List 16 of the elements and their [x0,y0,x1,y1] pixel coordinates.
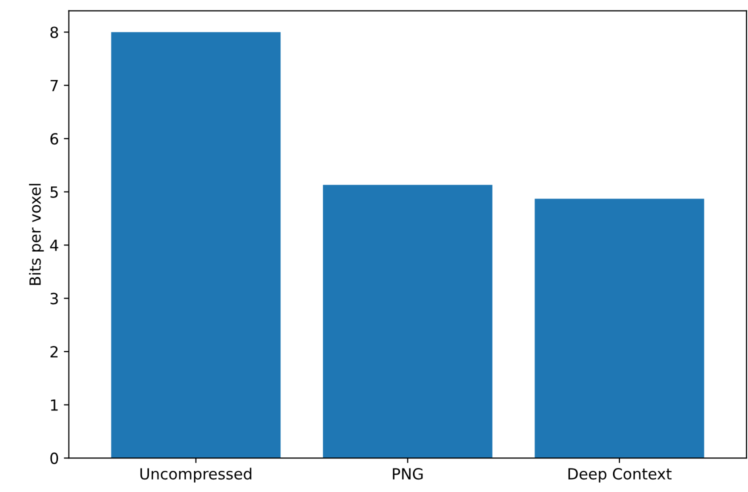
x-tick-label: Deep Context [568,468,672,483]
y-tick-label: 0 [50,452,58,464]
x-tick-label: PNG [392,468,423,480]
y-tick-label: 1 [51,399,58,411]
bar [111,32,281,458]
y-tick-label: 2 [50,346,58,358]
bar [322,184,492,458]
y-tick-label: 7 [50,80,58,92]
y-tick-label: 6 [50,133,58,145]
y-axis-title: Bits per voxel [29,184,44,285]
x-tick-label: Uncompressed [140,468,252,483]
y-tick-label: 8 [50,26,58,38]
y-tick-label: 4 [50,240,58,251]
y-tick-label: 3 [50,292,58,304]
y-tick-label: 5 [50,186,58,198]
bar [534,198,704,458]
